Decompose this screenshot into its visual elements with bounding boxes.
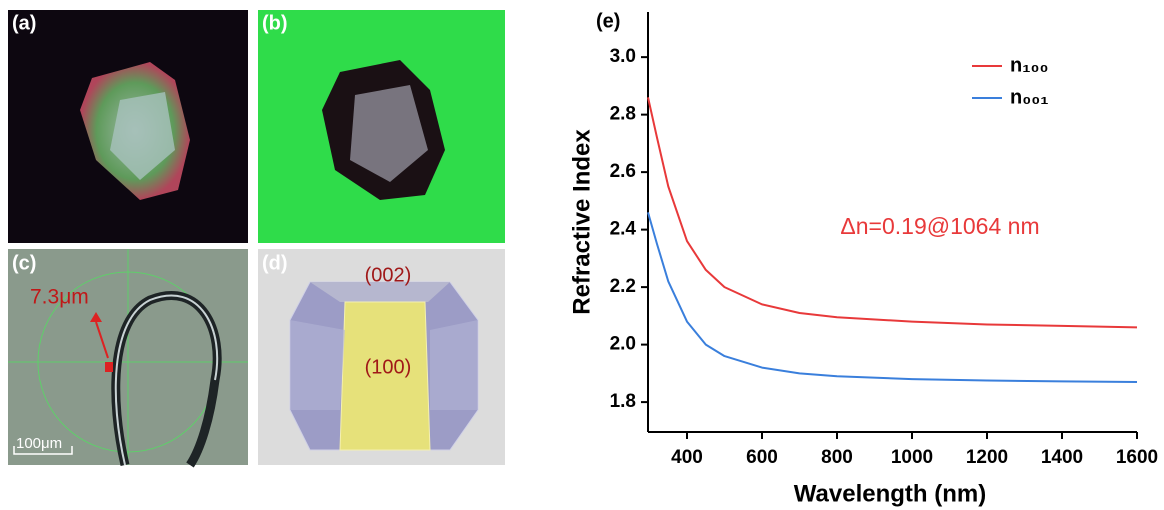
face-label: (100): [365, 356, 412, 378]
y-tick-label: 2.6: [610, 161, 636, 182]
y-tick-label: 2.0: [610, 334, 636, 355]
line-series: [647, 212, 1138, 383]
x-tick-label: 1600: [1116, 447, 1158, 468]
y-axis-title: Refractive Index: [568, 129, 595, 315]
panel-a: (a): [8, 10, 248, 243]
arrow-head: [90, 312, 102, 322]
x-tick-label: 1400: [1041, 447, 1083, 468]
panel-c: 7.3μm 100μm (c): [8, 249, 248, 468]
legend-label: n₀₀₁: [1010, 86, 1049, 108]
scale-bar: [13, 446, 73, 455]
crystal-face: [110, 92, 175, 180]
panel-label: (a): [12, 12, 36, 34]
sample: [105, 362, 113, 372]
crystal-face: [350, 85, 428, 182]
x-tick-label: 600: [746, 447, 778, 468]
scale-label: 100μm: [16, 435, 62, 452]
line-chart: (e) Wavelength (nm) Refractive Index Δn=…: [568, 10, 1158, 507]
y-tick-label: 3.0: [610, 46, 636, 67]
x-tick-label: 800: [821, 447, 853, 468]
legend-label: n₁₀₀: [1010, 54, 1049, 76]
arrow: [95, 321, 109, 359]
x-tick-label: 400: [671, 447, 703, 468]
panel-label: (c): [12, 252, 36, 274]
x-tick-label: 1000: [891, 447, 933, 468]
panel-b: (b): [258, 10, 505, 243]
line-series: [647, 97, 1138, 329]
y-tick-label: 2.8: [610, 104, 636, 125]
front-face: [339, 301, 431, 451]
face-label: (002): [365, 264, 412, 286]
x-axis-title: Wavelength (nm): [794, 480, 986, 507]
size-label: 7.3μm: [30, 286, 89, 309]
y-tick-label: 2.2: [610, 276, 636, 297]
annotation: Δn=0.19@1064 nm: [840, 213, 1039, 239]
fiber-highlight: [114, 294, 219, 466]
side-face: [290, 320, 478, 410]
panel-label: (d): [262, 252, 288, 274]
panel-d: (002) (100) (d): [258, 249, 505, 465]
panel-label: (e): [596, 10, 620, 32]
panel-label: (b): [262, 12, 288, 34]
y-tick-label: 1.8: [610, 391, 636, 412]
y-tick-label: 2.4: [610, 219, 637, 240]
top-face: [310, 282, 450, 302]
x-tick-label: 1200: [966, 447, 1008, 468]
